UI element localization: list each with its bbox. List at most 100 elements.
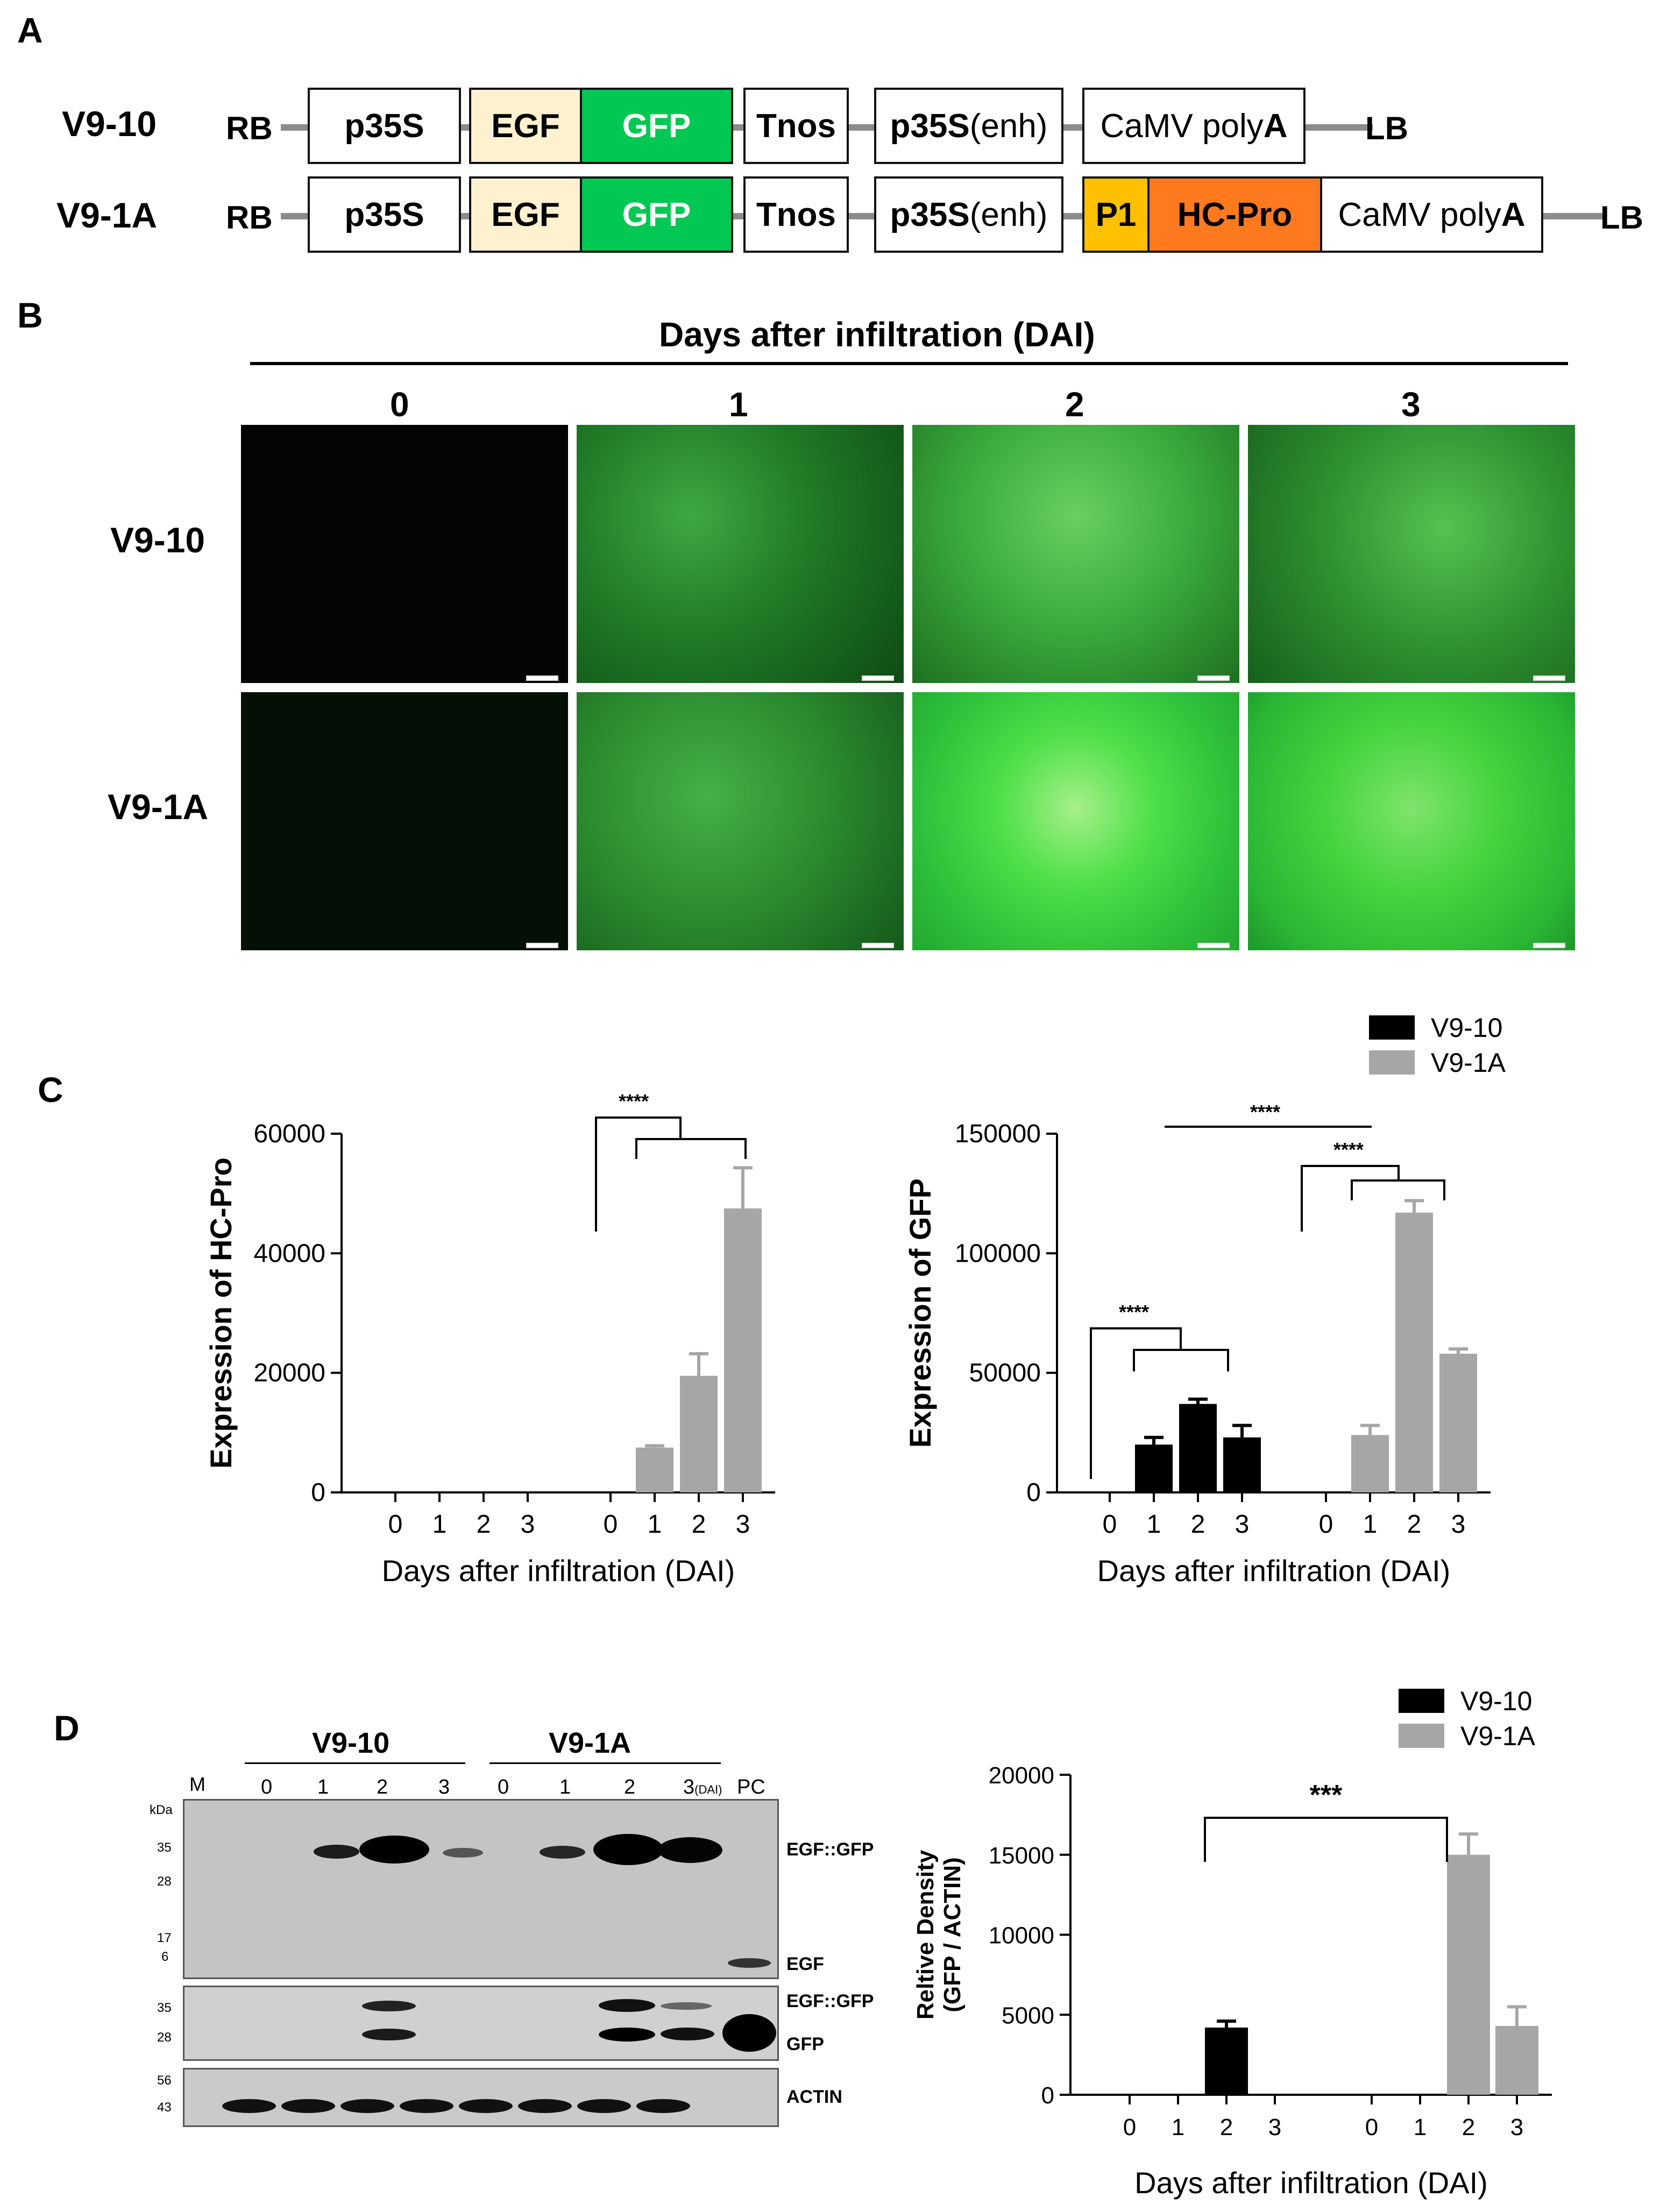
band-label-actin: ACTIN <box>786 2087 842 2107</box>
bar <box>1439 1354 1477 1492</box>
band <box>728 1958 771 1968</box>
y-tick-label: 20000 <box>989 1762 1054 1789</box>
sig-bracket <box>1351 1179 1445 1200</box>
x-tick-label: 1 <box>1147 1510 1161 1539</box>
micrograph-v9-10-day0 <box>241 425 568 683</box>
x-tick-label: 0 <box>604 1510 618 1539</box>
y-tick-label: 0 <box>1026 1478 1041 1507</box>
lane-label: 3 <box>438 1776 450 1798</box>
band <box>518 2099 572 2113</box>
tnos-box: Tnos <box>743 176 849 253</box>
scale-bar <box>1197 943 1230 948</box>
p35s-enh-box: p35S (enh) <box>874 88 1063 164</box>
lane-label: 1 <box>317 1776 329 1798</box>
blot-bottom <box>183 2068 779 2127</box>
p35s-box: p35S <box>308 88 461 164</box>
x-tick-label: 2 <box>1191 1510 1205 1539</box>
bar <box>1223 1437 1261 1492</box>
x-tick-label: 3 <box>1451 1510 1466 1539</box>
egf-box: EGF <box>469 176 582 253</box>
x-tick-label: 0 <box>388 1510 403 1539</box>
band <box>658 1837 722 1863</box>
group-rule <box>245 1762 465 1764</box>
ladder-label: 6 <box>161 1950 169 1964</box>
lane-label: 2 <box>377 1776 388 1798</box>
x-tick-label: 3 <box>1510 2114 1523 2140</box>
construct-name-v9-1a: V9-1A <box>56 195 158 235</box>
ladder-label: 43 <box>157 2100 172 2115</box>
bar <box>1495 2026 1538 2095</box>
sig-stars: **** <box>1250 1101 1280 1123</box>
micrograph-v9-10-day2 <box>912 425 1239 683</box>
day-label: 3 <box>1401 385 1421 424</box>
band <box>599 1999 655 2012</box>
x-tick-label: 2 <box>477 1510 491 1539</box>
x-tick-label: 3 <box>736 1510 750 1539</box>
band <box>340 2099 394 2113</box>
band-label-gfp: GFP <box>786 2034 824 2054</box>
legend-c-label: V9-1A <box>1431 1048 1506 1078</box>
panel-label-b: B <box>17 295 43 335</box>
lane-label: 0 <box>261 1776 273 1798</box>
sig-bracket <box>635 1138 747 1159</box>
band <box>599 2028 655 2042</box>
sig-bracket <box>1204 1817 1448 1862</box>
band <box>459 2099 513 2113</box>
micrograph-v9-10-day3 <box>1248 425 1575 683</box>
blot-top <box>183 1799 779 1979</box>
ladder-label: 28 <box>157 1874 172 1889</box>
y-tick-label: 0 <box>1041 2082 1054 2109</box>
x-tick-label: 1 <box>648 1510 662 1539</box>
gfp-box: GFP <box>580 176 733 253</box>
sig-stars: **** <box>619 1090 649 1112</box>
band <box>593 1834 663 1865</box>
panel-label-d: D <box>54 1708 80 1748</box>
band <box>281 2099 335 2113</box>
bar <box>1205 2028 1248 2095</box>
marker-label: M <box>189 1773 205 1795</box>
micrograph-v9-1a-day1 <box>577 692 904 950</box>
lane-label: 1 <box>559 1776 571 1798</box>
x-axis-label: Days after infiltration (DAI) <box>1134 2166 1488 2200</box>
sig-bracket <box>1133 1349 1229 1371</box>
band-label-egf-gfp: EGF::GFP <box>786 1839 874 1860</box>
x-tick-label: 3 <box>1235 1510 1250 1539</box>
camv-polya-box: CaMV poly A <box>1082 88 1306 164</box>
sig-bracket <box>1301 1165 1400 1232</box>
band <box>661 2002 712 2010</box>
micrograph-v9-10-day1 <box>577 425 904 683</box>
x-tick-label: 2 <box>1407 1510 1422 1539</box>
band <box>362 2029 416 2040</box>
bar <box>1447 1854 1490 2095</box>
ladder-label: 56 <box>157 2073 172 2088</box>
rb-label: RB <box>226 110 273 146</box>
x-tick-label: 1 <box>1172 2114 1184 2140</box>
legend-d-label: V9-1A <box>1460 1721 1536 1751</box>
y-axis-label: Reltive Density <box>912 1850 939 2019</box>
band <box>722 2014 776 2052</box>
gfp-box: GFP <box>580 88 733 164</box>
bar <box>636 1447 673 1492</box>
x-tick-label: 1 <box>1363 1510 1378 1539</box>
legend-d-swatch <box>1399 1689 1444 1713</box>
sig-bracket <box>595 1116 682 1232</box>
x-tick-label: 0 <box>1319 1510 1333 1539</box>
row-label-v9-10: V9-10 <box>110 520 205 560</box>
bar <box>680 1376 718 1492</box>
lane-label-pc: PC <box>737 1776 765 1798</box>
band <box>577 2099 631 2113</box>
camv-polya-box: CaMV poly A <box>1320 176 1543 253</box>
scale-bar <box>862 943 894 948</box>
y-tick-label: 100000 <box>955 1239 1041 1268</box>
x-tick-label: 3 <box>1268 2114 1281 2140</box>
x-tick-label: 0 <box>1103 1510 1117 1539</box>
scale-bar <box>1533 943 1565 948</box>
bar <box>1395 1212 1433 1492</box>
rb-label: RB <box>226 200 273 236</box>
micrograph-v9-1a-day0 <box>241 692 568 950</box>
lb-label: LB <box>1365 110 1408 146</box>
y-axis-label: Expression of GFP <box>903 1178 937 1448</box>
y-tick-label: 50000 <box>969 1359 1041 1388</box>
